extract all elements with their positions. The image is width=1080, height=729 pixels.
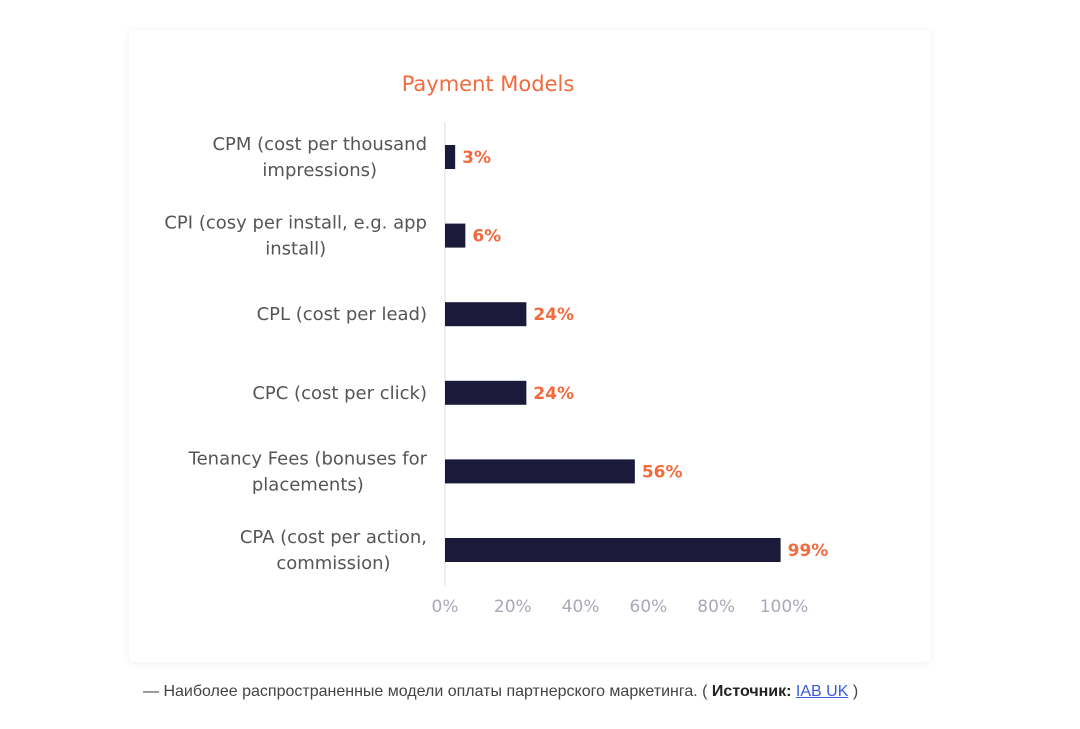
bar-2 [445, 302, 527, 327]
chart-card: Payment Models 3% CPM (cost per thousand i… [129, 30, 931, 662]
x-tick-label-1: 20% [494, 597, 532, 617]
category-label-line: CPM (cost per thousand [212, 134, 427, 155]
category-label-line: install) [265, 239, 326, 260]
category-label-4: Tenancy Fees (bonuses for placements) [188, 448, 428, 495]
category-label-2: CPL (cost per lead) [257, 304, 427, 325]
caption-text: — Наиболее распространенные модели оплат… [143, 683, 712, 700]
value-label-2: 24% [533, 305, 574, 325]
bar-0 [445, 145, 456, 169]
caption-source-label: Источник: [711, 683, 792, 700]
x-tick-label-5: 100% [760, 597, 809, 617]
category-label-line: CPA (cost per action, [240, 527, 427, 548]
value-label-5: 99% [788, 541, 829, 561]
category-label-5: CPA (cost per action, commission) [240, 527, 427, 574]
category-label-0: CPM (cost per thousand impressions) [212, 134, 427, 181]
value-label-4: 56% [642, 462, 683, 482]
x-tick-label-4: 80% [697, 597, 735, 617]
chart-title: Payment Models [402, 72, 575, 96]
category-label-line: CPI (cosy per install, e.g. app [164, 213, 427, 234]
bar-1 [445, 223, 466, 248]
bar-5 [445, 538, 781, 562]
payment-models-chart: Payment Models 3% CPM (cost per thousand i… [164, 72, 828, 617]
figure-caption: — Наиболее распространенные модели оплат… [143, 683, 1043, 701]
category-label-line: CPL (cost per lead) [257, 304, 427, 325]
x-tick-label-2: 40% [562, 597, 600, 617]
caption-suffix: ) [848, 683, 859, 700]
category-label-line: placements) [252, 474, 364, 495]
source-link[interactable]: IAB UK [795, 683, 849, 700]
category-label-line: Tenancy Fees (bonuses for [188, 448, 428, 469]
x-tick-label-3: 60% [630, 597, 668, 617]
bar-3 [445, 380, 527, 405]
category-label-line: impressions) [262, 160, 377, 181]
category-label-1: CPI (cosy per install, e.g. app install) [164, 213, 427, 260]
category-label-line: CPC (cost per click) [252, 383, 427, 404]
bar-4 [445, 459, 635, 484]
bars-layer: 3% CPM (cost per thousand impressions) 6% CP… [164, 134, 828, 617]
x-tick-label-0: 0% [432, 597, 459, 617]
value-label-3: 24% [533, 384, 574, 404]
category-label-line: commission) [276, 553, 390, 574]
value-label-0: 3% [462, 148, 491, 168]
value-label-1: 6% [472, 227, 501, 247]
category-label-3: CPC (cost per click) [252, 383, 427, 404]
